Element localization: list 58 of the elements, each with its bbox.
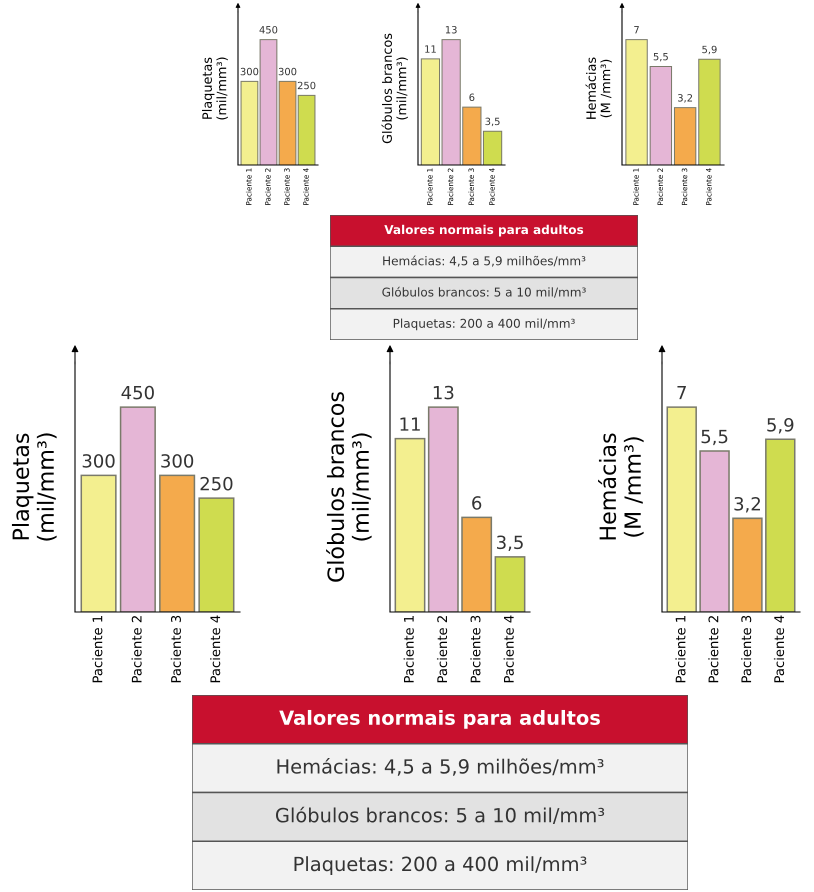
y-axis-title: Glóbulos brancos (mil/mm³) <box>382 34 408 144</box>
x-tick-label: Paciente 3 <box>170 616 181 682</box>
bar <box>732 518 763 612</box>
y-axis-title: Hemácias (M /mm³) <box>598 433 644 540</box>
text: Valores normais para adultos <box>384 224 584 236</box>
x-tick-label: Paciente 1 <box>675 616 686 682</box>
data-label: 7 <box>677 386 686 400</box>
data-label: 13 <box>434 386 454 400</box>
data-label: 5,9 <box>767 418 794 434</box>
x-tick-label: Paciente 4 <box>774 616 784 682</box>
data-label: 300 <box>82 454 115 468</box>
text: Plaquetas: 200 a 400 mil/mm³ <box>394 318 575 330</box>
data-label: 5,9 <box>702 46 717 54</box>
x-tick-label: Paciente 2 <box>131 616 142 682</box>
text: Plaquetas: 200 a 400 mil/mm³ <box>294 856 586 876</box>
bar <box>428 406 459 612</box>
y-axis-title: Plaquetas (mil/mm³) <box>12 433 57 541</box>
y-axis-title: Plaquetas (mil/mm³) <box>202 58 228 120</box>
y-axis-title: Hemácias (M /mm³) <box>586 58 612 119</box>
data-label: 5,5 <box>654 52 668 62</box>
data-label: 3,5 <box>497 536 523 552</box>
bar <box>494 556 526 612</box>
bar <box>394 438 426 612</box>
text: Hemácias: 4,5 a 5,9 milhões/mm³ <box>383 256 586 267</box>
data-label: 300 <box>161 454 194 468</box>
data-label: 300 <box>240 68 258 76</box>
data-label: 13 <box>446 26 457 34</box>
x-tick-label: Paciente 1 <box>404 616 414 682</box>
text: Glóbulos brancos: 5 a 10 mil/mm³ <box>276 806 604 824</box>
x-tick-label: Paciente 4 <box>504 616 514 682</box>
data-label: 250 <box>200 476 232 490</box>
data-label: 6 <box>472 496 482 510</box>
bar <box>666 406 697 612</box>
x-tick-label: Paciente 4 <box>210 616 220 682</box>
bar <box>699 450 730 612</box>
data-label: 7 <box>634 26 639 34</box>
x-tick-label: Paciente 2 <box>436 616 448 682</box>
x-tick-label: Paciente 3 <box>741 616 752 682</box>
data-label: 11 <box>400 418 420 431</box>
data-label: 450 <box>122 386 154 400</box>
x-tick-label: Paciente 2 <box>708 616 718 682</box>
bar <box>765 438 796 612</box>
data-label: 250 <box>298 82 316 90</box>
data-label: 5,5 <box>702 430 728 446</box>
y-axis-title: Glóbulos brancos (mil/mm³) <box>326 392 372 582</box>
data-label: 3,2 <box>734 497 760 512</box>
data-label: 3,2 <box>678 94 692 103</box>
bar <box>461 516 492 612</box>
data-label: 11 <box>425 45 436 53</box>
data-label: 450 <box>259 26 278 34</box>
text: Glóbulos brancos: 5 a 10 mil/mm³ <box>382 286 586 298</box>
x-tick-label: Paciente 3 <box>470 616 480 682</box>
text: Hemácias: 4,5 a 5,9 milhões/mm³ <box>277 758 604 776</box>
text: Valores normais para adultos <box>279 710 600 729</box>
x-tick-label: Paciente 1 <box>92 616 102 682</box>
data-label: 300 <box>278 68 296 76</box>
data-label: 3,5 <box>485 118 500 126</box>
data-label: 6 <box>469 94 474 102</box>
